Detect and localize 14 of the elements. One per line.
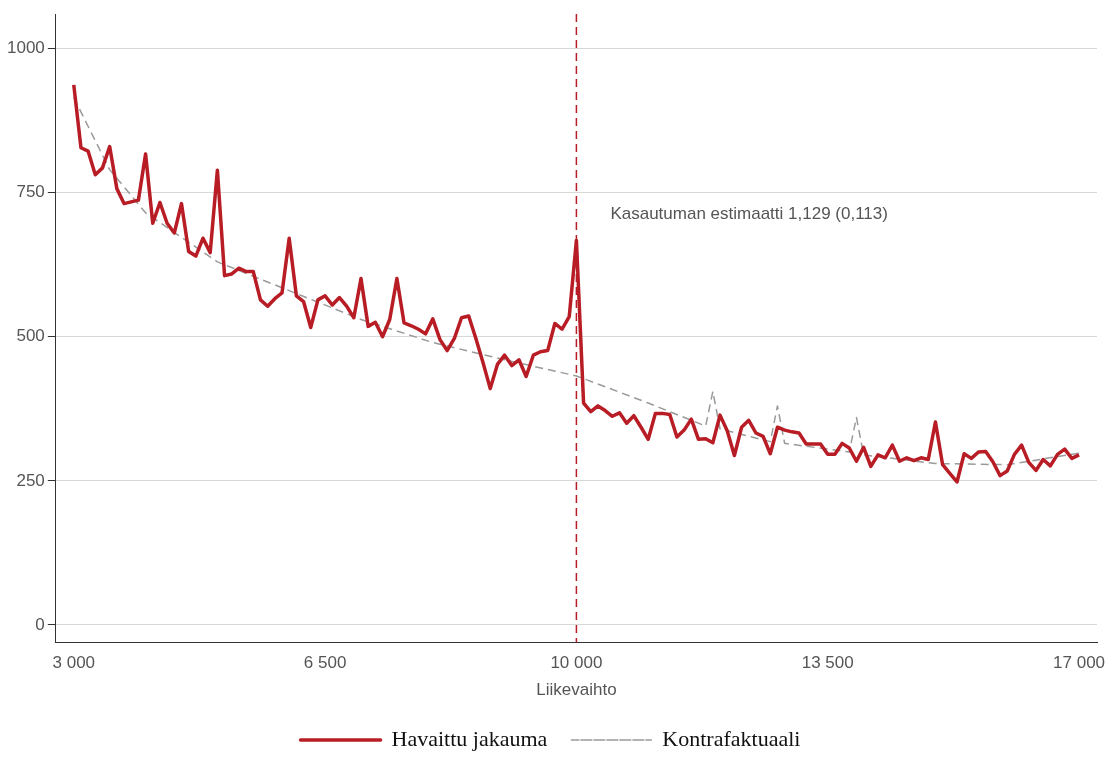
legend-label: Havaittu jakauma (391, 725, 548, 751)
annotation: Kasautuman estimaatti 1,129 (0,113) (610, 203, 888, 223)
x-tick-label: 6 500 (303, 653, 347, 673)
y-tick-label: 1000 (6, 38, 45, 58)
y-tick-label: 750 (16, 182, 45, 202)
y-tick-label: 250 (16, 470, 45, 490)
x-tick-label: 10 000 (550, 653, 603, 673)
x-tick-label: 3 000 (52, 653, 96, 673)
y-tick-label: 500 (16, 326, 45, 346)
x-axis-title: Liikevaihto (536, 680, 617, 700)
x-tick-label: 13 500 (801, 653, 854, 673)
x-tick-label: 17 000 (1053, 653, 1106, 673)
y-tick-label: 0 (35, 614, 45, 634)
legend-label: Kontrafaktuaali (662, 725, 801, 751)
